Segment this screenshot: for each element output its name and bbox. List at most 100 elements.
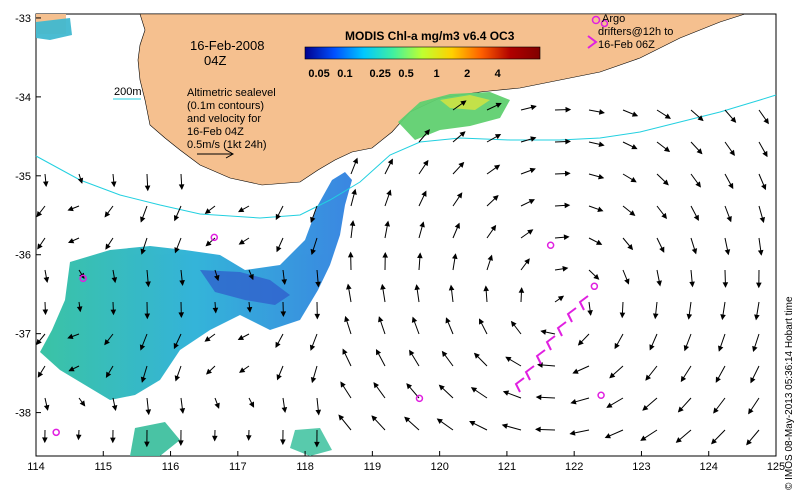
velocity-arrow: [346, 283, 352, 303]
lon-tick-label: 122: [565, 461, 583, 473]
velocity-arrow: [656, 269, 662, 287]
velocity-arrow: [68, 365, 80, 372]
altimetry-line-5: 0.5m/s (1kt 24h): [187, 139, 266, 151]
argo-drifter-marker: [600, 19, 609, 28]
velocity-arrow: [281, 397, 288, 413]
velocity-arrow: [642, 397, 658, 411]
velocity-arrow: [724, 109, 737, 123]
velocity-arrow: [214, 269, 220, 282]
velocity-arrow: [140, 205, 148, 223]
velocity-arrow: [238, 205, 250, 213]
argo-legend-circle-icon: [591, 15, 601, 25]
velocity-arrow: [452, 100, 467, 111]
velocity-arrow: [656, 141, 671, 153]
velocity-arrow: [238, 237, 250, 245]
altimetry-line-4: 16-Feb 04Z: [187, 126, 244, 138]
lon-tick-label: 118: [296, 461, 314, 473]
argo-legend-line-2: drifters@12h to: [598, 26, 673, 38]
velocity-arrow: [690, 109, 704, 122]
velocity-arrow: [622, 237, 634, 251]
velocity-arrow: [438, 384, 454, 399]
altimetry-line-1: Altimetric sealevel: [187, 87, 276, 99]
velocity-arrow: [409, 349, 420, 367]
velocity-arrow: [758, 173, 767, 191]
velocity-arrow: [418, 129, 431, 143]
velocity-arrow: [347, 251, 354, 271]
velocity-arrow: [452, 222, 460, 239]
velocity-arrow: [758, 109, 769, 125]
velocity-arrow: [652, 301, 659, 320]
velocity-arrow: [310, 237, 318, 256]
argo-legend-chevron-icon: [587, 35, 598, 49]
velocity-arrow: [622, 109, 639, 117]
argo-legend-line-1: Argo: [602, 13, 625, 25]
colorbar: MODIS Chl-a mg/m3 v6.4 OC3 0.05 0.1 0.25 0.…: [304, 29, 541, 80]
chl-patch-dark-core: [200, 270, 290, 305]
velocity-arrow: [715, 365, 726, 383]
velocity-arrow: [609, 365, 624, 379]
colorbar-tick-label: 0.25: [369, 68, 390, 80]
velocity-arrow: [314, 429, 320, 448]
argo-drifter-marker: [52, 428, 60, 437]
velocity-arrow: [145, 397, 152, 416]
velocity-arrow: [276, 365, 284, 381]
bathy-contour-200m: [35, 94, 777, 219]
velocity-arrow: [144, 173, 151, 192]
argo-drifter-marker: [415, 394, 424, 403]
velocity-arrow: [554, 202, 571, 209]
velocity-arrow: [205, 365, 216, 375]
velocity-arrow: [214, 397, 220, 409]
velocity-arrow: [417, 252, 423, 271]
chlorophyll-layer: [36, 18, 510, 456]
lon-tick-label: 125: [767, 461, 785, 473]
velocity-arrow: [248, 269, 254, 281]
colorbar-tick-label: 1: [434, 68, 440, 80]
velocity-arrow: [690, 141, 703, 155]
velocity-arrow: [276, 237, 284, 253]
velocity-arrow: [750, 365, 760, 384]
argo-legend-line-3: 16-Feb 06Z: [598, 39, 655, 51]
velocity-arrow: [690, 237, 698, 255]
velocity-arrow: [205, 237, 216, 247]
velocity-arrow: [606, 397, 624, 408]
velocity-arrow: [75, 429, 82, 441]
velocity-arrow: [42, 429, 48, 444]
velocity-arrow: [640, 429, 658, 441]
colorbar-gradient: [304, 46, 541, 60]
velocity-arrow: [36, 205, 46, 218]
velocity-arrow: [520, 104, 537, 111]
velocity-arrow: [554, 234, 570, 241]
velocity-arrow: [36, 333, 46, 346]
velocity-arrow: [452, 131, 466, 143]
velocity-arrow: [535, 426, 556, 433]
velocity-arrow: [37, 365, 46, 378]
lon-tick-label: 119: [364, 461, 382, 473]
velocity-arrow: [588, 269, 600, 280]
velocity-arrow: [483, 285, 489, 303]
colorbar-tick-label: 4: [495, 68, 502, 80]
velocity-arrow: [622, 173, 637, 183]
velocity-arrow: [204, 333, 216, 342]
velocity-arrow: [110, 429, 116, 444]
altimetry-line-3: and velocity for: [187, 113, 261, 125]
velocity-arrow: [520, 136, 537, 143]
velocity-arrow: [380, 283, 386, 303]
velocity-arrow: [718, 333, 726, 352]
velocity-arrow: [686, 301, 693, 320]
velocity-arrow: [452, 161, 465, 175]
velocity-arrow: [588, 237, 603, 245]
lat-tick-label: -33: [15, 13, 31, 25]
velocity-arrow: [275, 205, 284, 221]
velocity-arrow: [746, 429, 760, 446]
velocity-arrow: [111, 397, 118, 412]
velocity-arrow: [414, 284, 421, 303]
velocity-arrow: [248, 397, 255, 408]
velocity-arrow: [622, 141, 638, 150]
velocity-arrow: [722, 269, 729, 288]
velocity-arrow: [281, 269, 287, 285]
velocity-arrow: [675, 429, 692, 443]
velocity-arrow: [711, 429, 726, 445]
velocity-arrow: [418, 190, 427, 207]
velocity-arrow: [245, 429, 252, 441]
